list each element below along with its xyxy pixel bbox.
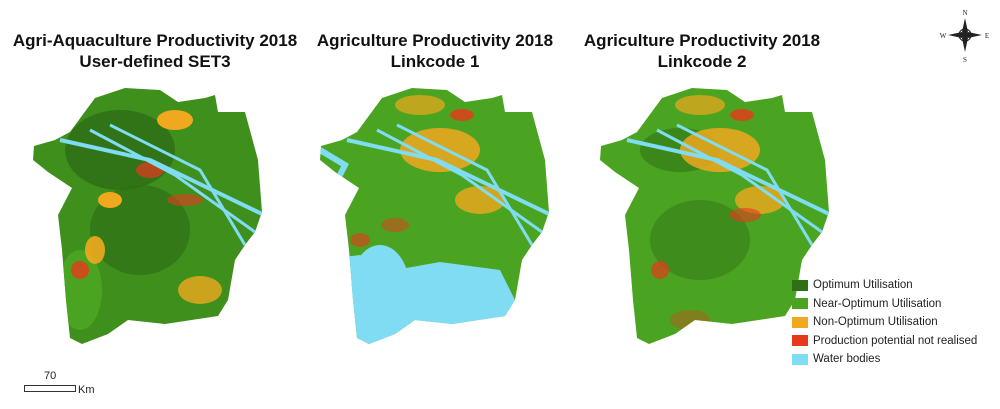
legend-label: Non-Optimum Utilisation	[813, 316, 938, 329]
scale-value: 70	[44, 370, 57, 382]
panel-title-2-line2: Linkcode 1	[390, 52, 480, 71]
legend-label: Optimum Utilisation	[813, 279, 913, 292]
panel-title-2-line1: Agriculture Productivity 2018	[316, 31, 554, 50]
legend-item-optimum: Optimum Utilisation	[792, 276, 977, 295]
compass-east: E	[985, 32, 989, 40]
legend-item-not-realised: Production potential not realised	[792, 332, 977, 351]
legend-item-water: Water bodies	[792, 350, 977, 369]
compass-west: W	[940, 32, 947, 40]
scale-bar-box	[24, 385, 76, 392]
panel-title-1-line2: User-defined SET3	[79, 52, 231, 71]
legend-label: Near-Optimum Utilisation	[813, 297, 942, 310]
compass-rose-icon: N S E W	[940, 9, 989, 64]
panel-title-2: Agriculture Productivity 2018 Linkcode 1	[285, 30, 585, 72]
legend-swatch	[792, 353, 808, 365]
legend: Optimum Utilisation Near-Optimum Utilisa…	[792, 276, 977, 369]
scale-unit: Km	[78, 384, 95, 396]
legend-item-near-optimum: Near-Optimum Utilisation	[792, 295, 977, 314]
legend-label: Production potential not realised	[813, 334, 978, 347]
legend-item-non-optimum: Non-Optimum Utilisation	[792, 313, 977, 332]
legend-swatch	[792, 316, 808, 328]
legend-label: Water bodies	[813, 353, 881, 366]
panel-title-1: Agri-Aquaculture Productivity 2018 User-…	[5, 30, 305, 72]
legend-swatch	[792, 279, 808, 291]
map-panel-2	[320, 88, 549, 344]
panel-title-3-line2: Linkcode 2	[657, 52, 747, 71]
map-panel-3	[600, 88, 829, 344]
compass-north: N	[962, 9, 967, 17]
legend-swatch	[792, 335, 808, 347]
legend-swatch	[792, 298, 808, 310]
panel-title-3-line1: Agriculture Productivity 2018	[583, 31, 821, 50]
panel-title-3: Agriculture Productivity 2018 Linkcode 2	[552, 30, 852, 72]
map-panel-1	[33, 88, 262, 344]
panel-title-1-line1: Agri-Aquaculture Productivity 2018	[12, 31, 298, 50]
compass-south: S	[963, 56, 967, 64]
